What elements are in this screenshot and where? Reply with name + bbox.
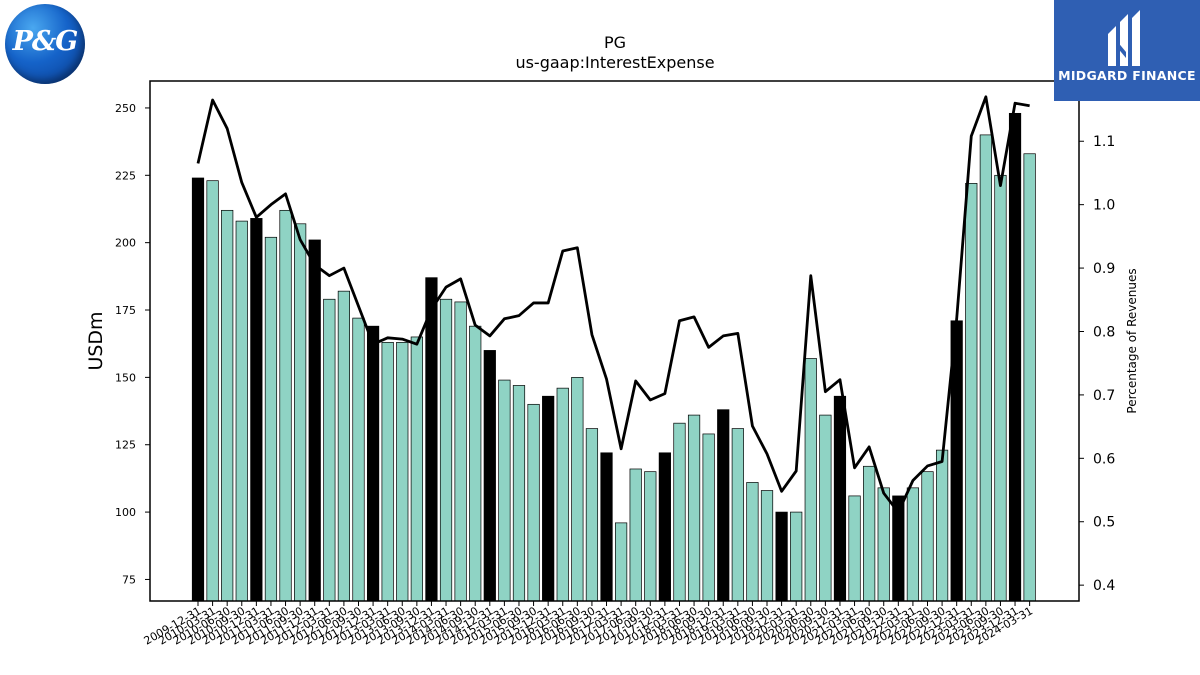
y-tick-label: 200 xyxy=(115,237,136,250)
y2-axis-label: Percentage of Revenues xyxy=(1125,268,1139,413)
bar-quarter xyxy=(979,134,992,602)
bar-annual xyxy=(717,409,730,602)
bar-annual xyxy=(250,218,263,602)
bar-quarter xyxy=(323,298,336,602)
y-tick-label: 125 xyxy=(115,439,136,452)
bar-quarter xyxy=(848,495,861,602)
bar-quarter xyxy=(279,209,292,602)
bar-quarter xyxy=(556,387,569,602)
bar-quarter xyxy=(294,223,307,602)
y-axis-right: 0.4 0.5 0.6 0.7 0.8 0.9 1.0 1.1 xyxy=(1079,134,1115,594)
bar-quarter xyxy=(877,487,890,602)
bar-quarter xyxy=(469,325,482,602)
y-tick-label: 75 xyxy=(122,573,136,586)
bar-quarter xyxy=(512,385,526,602)
bar-quarter xyxy=(1023,153,1036,602)
bar-quarter xyxy=(629,468,642,602)
bar-quarter xyxy=(994,174,1007,602)
y2-tick-label: 0.7 xyxy=(1093,388,1115,404)
midgard-finance-watermark: MIDGARD FINANCE xyxy=(1054,0,1200,101)
y-tick-label: 250 xyxy=(115,102,136,115)
y2-tick-label: 1.0 xyxy=(1093,198,1115,214)
bar-quarter xyxy=(352,317,365,602)
bar-quarter xyxy=(381,342,394,602)
bar-annual xyxy=(833,395,847,602)
bar-series xyxy=(191,112,1036,602)
y-axis-label: USDm xyxy=(85,311,107,370)
bar-quarter xyxy=(498,379,511,602)
bar-quarter xyxy=(935,449,949,602)
bar-annual xyxy=(542,395,555,602)
bar-quarter xyxy=(731,428,744,602)
bar-annual xyxy=(191,177,205,602)
y-tick-label: 150 xyxy=(115,371,136,384)
pg-logo: P&G xyxy=(5,4,85,84)
plot-frame xyxy=(149,80,1080,602)
bar-annual xyxy=(658,452,671,602)
bar-annual xyxy=(1008,112,1022,602)
bar-quarter xyxy=(585,428,599,602)
bar-quarter xyxy=(863,465,876,602)
bar-quarter xyxy=(687,414,701,602)
bar-quarter xyxy=(965,183,978,602)
bar-quarter xyxy=(396,342,409,602)
pg-logo-text: P&G xyxy=(12,26,79,57)
bar-annual xyxy=(775,511,788,602)
bar-annual xyxy=(366,325,380,602)
bar-quarter xyxy=(819,414,832,602)
bar-quarter xyxy=(906,487,920,602)
bar-annual xyxy=(425,277,438,602)
bar-annual xyxy=(308,239,321,602)
bar-quarter xyxy=(454,301,467,602)
bar-quarter xyxy=(571,377,584,602)
bar-quarter xyxy=(644,471,657,602)
bar-quarter xyxy=(264,236,278,602)
bar-quarter xyxy=(206,180,219,602)
bar-quarter xyxy=(760,490,774,602)
y-tick-label: 175 xyxy=(115,304,136,317)
chart-title: PG xyxy=(604,33,626,52)
midgard-logo-text: MIDGARD FINANCE xyxy=(1058,68,1196,83)
bar-quarter xyxy=(921,471,934,602)
bar-quarter xyxy=(221,209,234,602)
y-axis-left: 75 100 125 150 175 200 225 250 xyxy=(115,102,150,586)
midgard-logo-icon xyxy=(1108,10,1140,66)
bar-quarter xyxy=(235,220,248,602)
bar-quarter xyxy=(615,522,628,602)
chart-subtitle: us-gaap:InterestExpense xyxy=(515,53,714,72)
bar-quarter xyxy=(702,433,715,602)
y2-tick-label: 0.6 xyxy=(1093,451,1115,467)
bar-quarter xyxy=(410,336,423,602)
y2-tick-label: 0.9 xyxy=(1093,261,1115,277)
y2-tick-label: 0.8 xyxy=(1093,324,1115,340)
bar-quarter xyxy=(673,422,686,602)
bar-quarter xyxy=(527,403,540,602)
y2-tick-label: 0.5 xyxy=(1093,515,1115,531)
y2-tick-label: 1.1 xyxy=(1093,134,1115,150)
y2-tick-label: 0.4 xyxy=(1093,578,1115,594)
bar-annual xyxy=(600,452,613,602)
bar-quarter xyxy=(804,358,817,602)
bar-quarter xyxy=(746,482,759,602)
bar-quarter xyxy=(790,511,803,602)
y-tick-label: 100 xyxy=(115,506,136,519)
bar-annual xyxy=(483,350,496,602)
bar-quarter xyxy=(439,298,453,602)
revenue-share-line xyxy=(196,95,1030,514)
line-series xyxy=(196,95,1030,514)
x-axis: 2009-12-312010-03-312010-06-302010-09-30… xyxy=(142,601,1035,648)
bar-quarter xyxy=(337,290,350,602)
y-tick-label: 225 xyxy=(115,169,136,182)
